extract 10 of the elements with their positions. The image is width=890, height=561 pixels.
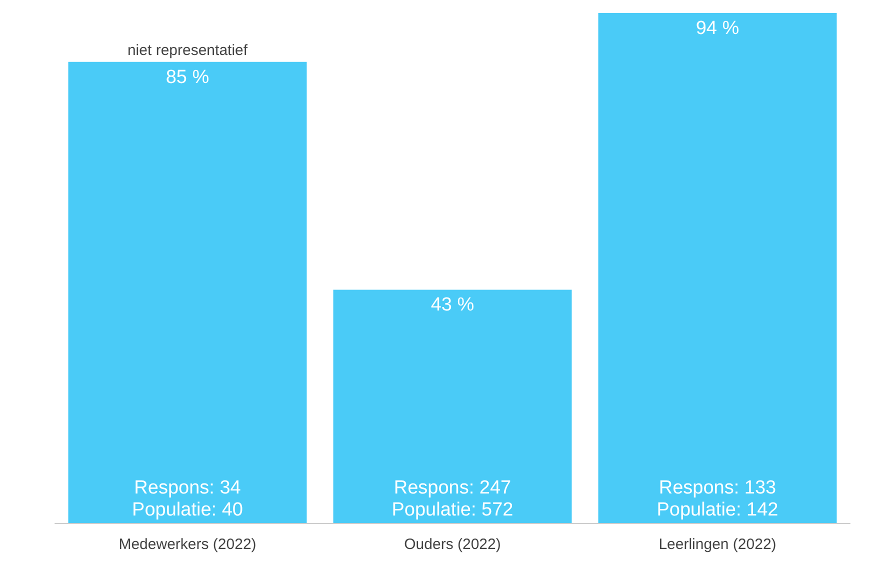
annotation: Respons: 247 Populatie: 572 xyxy=(392,478,514,520)
x-tick-label: Ouders (2022) xyxy=(404,536,501,553)
x-tick-label: Leerlingen (2022) xyxy=(658,536,776,553)
annotation: Respons: 133 Populatie: 142 xyxy=(656,478,778,520)
annotation: Respons: 34 Populatie: 40 xyxy=(132,478,243,520)
annotation: niet representatief xyxy=(127,42,248,59)
data-label: 85 % xyxy=(166,66,210,88)
x-tick-label: Medewerkers (2022) xyxy=(118,536,256,553)
data-label: 94 % xyxy=(696,18,740,39)
data-label: 43 % xyxy=(430,294,474,316)
